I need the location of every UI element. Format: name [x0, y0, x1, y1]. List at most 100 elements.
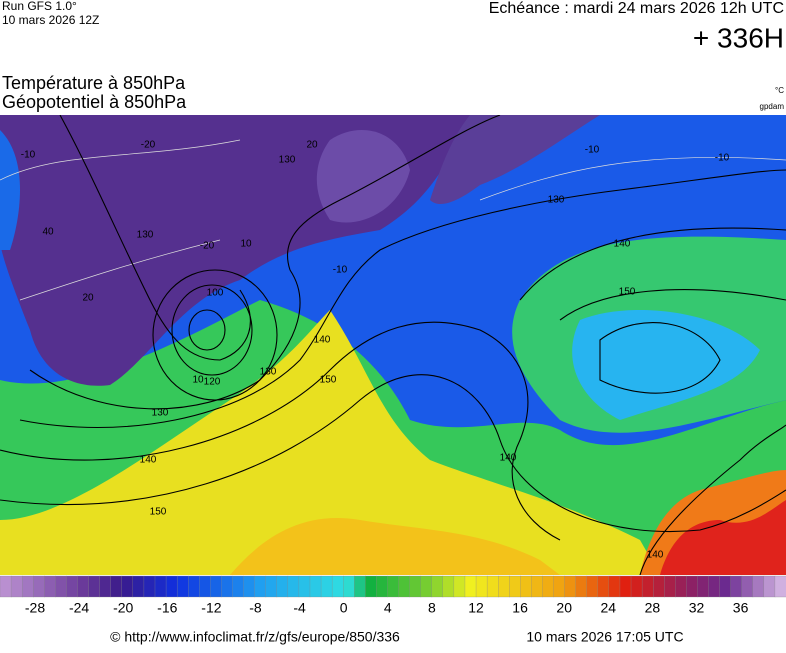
- colorbar-swatch: [730, 575, 743, 598]
- colorbar-swatch: [44, 575, 56, 598]
- contour-label: -10: [715, 153, 730, 164]
- colorbar-tick-label: 16: [512, 600, 528, 616]
- colorbar-swatch: [708, 575, 721, 598]
- field-yellow-orange: [230, 518, 560, 575]
- colorbar-tick-label: -4: [293, 600, 306, 616]
- contour: [59, 115, 251, 361]
- colorbar-tick-label: -28: [25, 600, 45, 616]
- colorbar-swatch: [619, 575, 632, 598]
- colorbar-tick-label: 0: [340, 600, 348, 616]
- colorbar-swatch: [365, 575, 377, 598]
- footer-source: © http://www.infoclimat.fr/z/gfs/europe/…: [110, 629, 400, 645]
- colorbar-swatch: [165, 575, 178, 598]
- colorbar-swatch: [608, 575, 621, 598]
- colorbar-ticks: -28 -24 -20 -16 -12 -8 -4 0 4 8 12 16 20 24 28 32 36: [25, 600, 749, 616]
- contour-label: 40: [42, 227, 54, 238]
- colorbar-swatch: [232, 575, 244, 598]
- contour-label: 140: [500, 453, 517, 464]
- colorbar-swatch: [453, 575, 466, 598]
- contour-label: 130: [260, 367, 277, 378]
- colorbar-swatch: [331, 575, 344, 598]
- contour: [0, 321, 561, 541]
- contour: [19, 169, 786, 428]
- colorbar-swatch: [287, 575, 300, 598]
- colorbar-swatch: [475, 575, 488, 598]
- colorbar-swatch: [55, 575, 67, 598]
- colorbar-tick-label: 32: [689, 600, 705, 616]
- colorbar-swatch: [553, 575, 566, 598]
- isotherm-lines: [0, 139, 786, 301]
- colorbar-swatch: [653, 575, 665, 598]
- field-cyan-east: [572, 310, 760, 420]
- colorbar-swatch: [420, 575, 433, 598]
- colorbar-swatch: [99, 575, 112, 598]
- colorbar-swatch: [752, 575, 765, 598]
- contour-label: 150: [619, 287, 636, 298]
- colorbar-swatch: [77, 575, 90, 598]
- colorbar-swatch: [741, 575, 754, 598]
- contour-label: 20: [306, 140, 318, 151]
- colorbar-swatch: [586, 575, 599, 598]
- colorbar-swatch: [597, 575, 610, 598]
- colorbar-swatch: [464, 575, 477, 598]
- colorbar-swatch: [763, 575, 776, 598]
- unit-geopotential: gpdam: [760, 102, 785, 111]
- colorbar-swatch: [409, 575, 422, 598]
- contour-label: 140: [140, 455, 157, 466]
- contour: [559, 289, 786, 321]
- colorbar-tick-label: 20: [556, 600, 572, 616]
- colorbar-swatch: [66, 575, 78, 598]
- colorbar-swatch: [254, 575, 267, 598]
- colorbar-swatch: [387, 575, 399, 598]
- contour: [599, 322, 721, 394]
- colorbar-swatch: [564, 575, 577, 598]
- colorbar-swatch: [575, 575, 588, 598]
- colorbar-swatch: [630, 575, 643, 598]
- run-date: 10 mars 2026 12Z: [2, 13, 99, 27]
- contour-label: -10: [333, 265, 348, 276]
- colorbar: [0, 575, 786, 598]
- colorbar-swatch: [664, 575, 676, 598]
- contour-label: 130: [548, 195, 565, 206]
- colorbar-tick-label: 12: [468, 600, 484, 616]
- contour: [29, 115, 501, 410]
- colorbar-swatch: [10, 575, 23, 598]
- colorbar-swatch: [21, 575, 34, 598]
- colorbar-tick-label: 36: [733, 600, 749, 616]
- colorbar-swatch: [243, 575, 256, 598]
- contour-label: 140: [314, 335, 331, 346]
- contour: [519, 227, 786, 301]
- colorbar-tick-label: 4: [384, 600, 392, 616]
- colorbar-swatch: [88, 575, 101, 598]
- colorbar-tick-label: -16: [157, 600, 177, 616]
- field-purple-north: [430, 115, 600, 205]
- colorbar-swatch: [265, 575, 278, 598]
- contour-label: 20: [82, 293, 94, 304]
- colorbar-swatch: [774, 575, 786, 598]
- contour-label: 130: [152, 408, 169, 419]
- contour: [152, 269, 278, 401]
- colorbar-swatch: [33, 575, 45, 598]
- contour: [639, 424, 786, 575]
- colorbar-swatch: [498, 575, 510, 598]
- contour-label: 140: [614, 239, 631, 250]
- colorbar-swatch: [431, 575, 444, 598]
- contour-label: 140: [647, 550, 664, 561]
- colorbar-swatch: [509, 575, 521, 598]
- contour-label: 130: [279, 155, 296, 166]
- colorbar-swatch: [343, 575, 355, 598]
- colorbar-swatch: [110, 575, 123, 598]
- colorbar-swatch: [298, 575, 311, 598]
- colorbar-swatch: [398, 575, 411, 598]
- contour-label: 10: [240, 239, 252, 250]
- contour-label: 100: [207, 288, 224, 299]
- colorbar-swatch: [0, 575, 12, 598]
- colorbar-swatch: [542, 575, 554, 598]
- forecast-date: Echéance : mardi 24 mars 2026 12h UTC: [489, 0, 784, 17]
- contour: [171, 284, 253, 376]
- contour-label: -20: [141, 140, 156, 151]
- contour-label: 10: [192, 375, 204, 386]
- colorbar-swatch: [354, 575, 366, 598]
- colorbar-tick-label: -8: [249, 600, 262, 616]
